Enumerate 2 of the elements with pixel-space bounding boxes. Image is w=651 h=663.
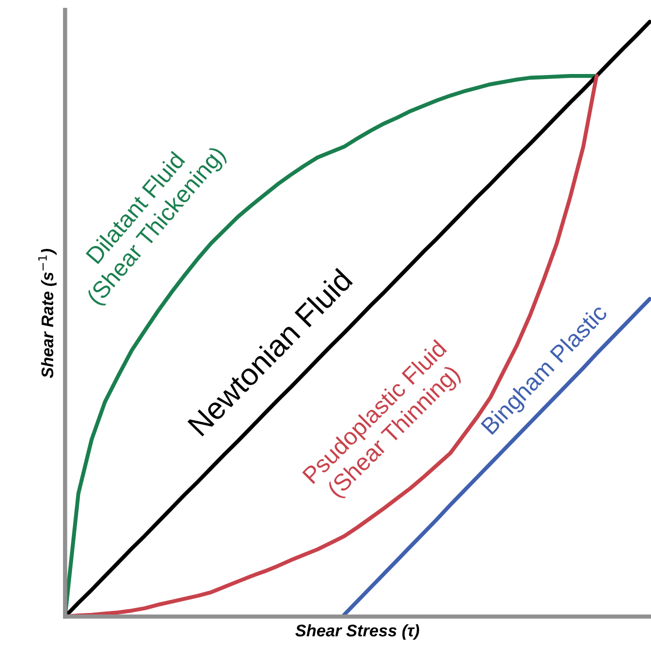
x-axis-title: Shear Stress (τ) xyxy=(295,624,420,640)
y-axis-title: Shear Rate (s$^{−1}$) xyxy=(38,248,57,378)
